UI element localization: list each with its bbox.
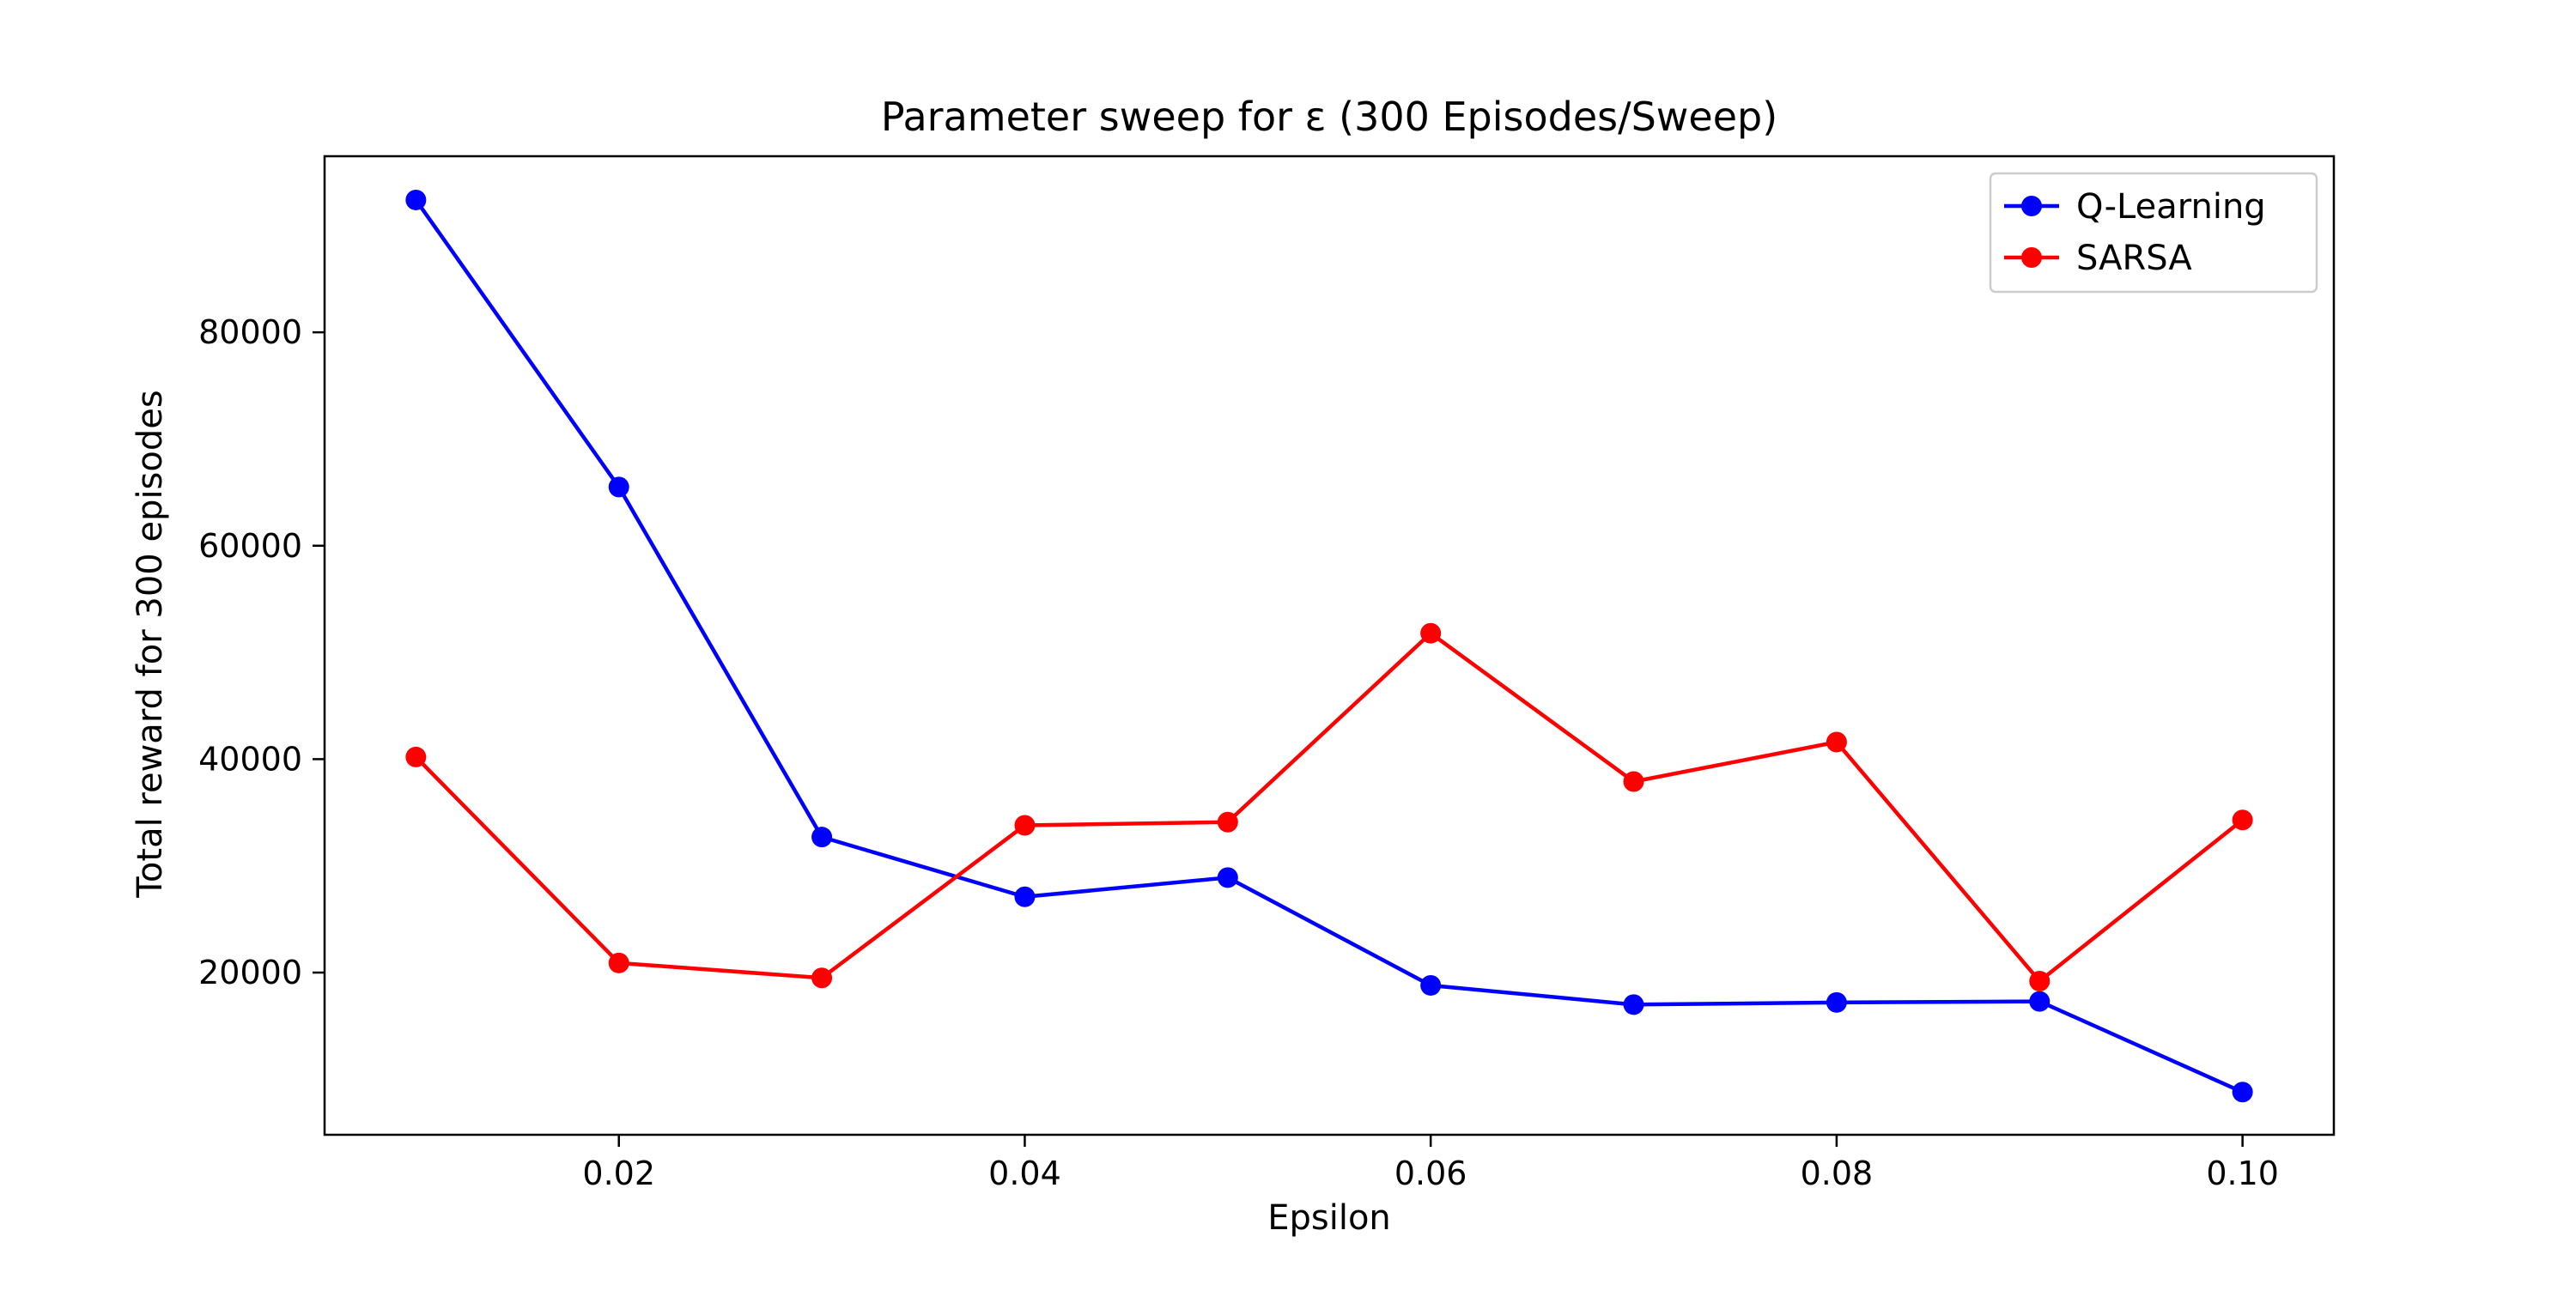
data-point-q-learning [2029, 991, 2050, 1012]
series-layer [405, 189, 2253, 1103]
data-point-q-learning [811, 827, 833, 848]
y-axis-label: Total reward for 300 episodes [131, 390, 170, 898]
data-point-sarsa [405, 746, 427, 767]
legend-marker [2021, 196, 2042, 216]
x-tick-label: 0.02 [582, 1155, 655, 1192]
data-point-sarsa [811, 967, 833, 989]
data-point-q-learning [1217, 867, 1238, 888]
y-tick-label: 20000 [198, 954, 302, 991]
x-tick-label: 0.04 [988, 1155, 1061, 1192]
data-point-q-learning [2232, 1082, 2253, 1103]
legend-label: SARSA [2076, 239, 2192, 278]
y-tick-label: 60000 [198, 527, 302, 565]
legend-marker [2021, 247, 2042, 268]
data-point-q-learning [1420, 974, 1442, 996]
data-point-q-learning [1014, 886, 1036, 907]
legend-label: Q-Learning [2076, 187, 2266, 227]
data-point-sarsa [1420, 622, 1442, 644]
series-q-learning [405, 189, 2253, 1103]
series-sarsa [405, 622, 2253, 991]
x-axis-label: Epsilon [1267, 1198, 1391, 1238]
data-point-sarsa [1014, 815, 1036, 836]
data-point-sarsa [608, 952, 629, 973]
data-point-sarsa [2029, 970, 2050, 991]
x-tick-label: 0.10 [2206, 1155, 2279, 1192]
data-point-sarsa [2232, 809, 2253, 831]
chart-title: Parameter sweep for ε (300 Episodes/Swee… [881, 94, 1777, 140]
data-point-sarsa [1217, 811, 1238, 833]
legend-item: SARSA [2004, 239, 2192, 278]
x-tick-label: 0.08 [1801, 1155, 1874, 1192]
x-tick-label: 0.06 [1394, 1155, 1467, 1192]
series-line-q-learning [414, 198, 2244, 1094]
y-axis-ticks: 20000 40000 60000 80000 [198, 313, 325, 991]
data-point-sarsa [1623, 771, 1644, 792]
data-point-q-learning [405, 189, 427, 210]
y-tick-label: 80000 [198, 313, 302, 351]
data-point-sarsa [1826, 731, 1847, 753]
series-line-sarsa [414, 631, 2245, 984]
y-tick-label: 40000 [198, 740, 302, 778]
data-point-q-learning [1623, 994, 1644, 1015]
legend: Q-Learning SARSA [1989, 172, 2318, 294]
data-point-q-learning [608, 476, 629, 498]
plot-area-frame [323, 155, 2336, 1136]
legend-box [1989, 172, 2318, 294]
data-point-q-learning [1826, 991, 1847, 1013]
x-axis-ticks: 0.02 0.04 0.06 0.08 0.10 [582, 1135, 2279, 1192]
legend-item: Q-Learning [2004, 187, 2266, 227]
